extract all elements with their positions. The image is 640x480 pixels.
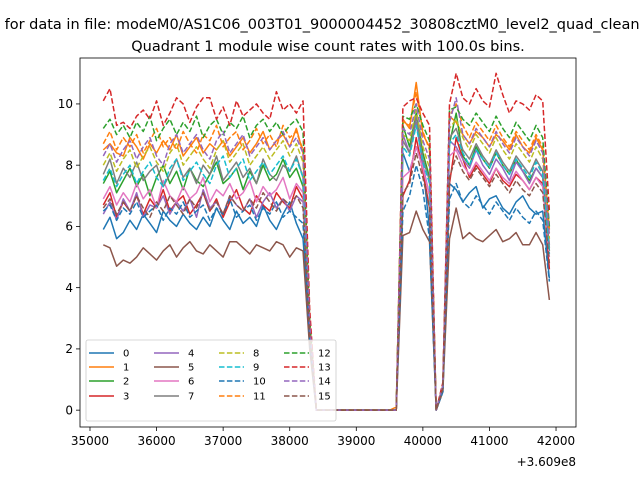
legend-label-0: 0 — [123, 349, 129, 360]
x-offset-label: +3.609e8 — [517, 455, 576, 469]
y-axis: 0 2 4 6 8 10 — [58, 97, 80, 417]
legend-label-6: 6 — [188, 377, 194, 388]
legend-label-15: 15 — [318, 392, 331, 403]
x-tick-label-1: 36000 — [137, 434, 175, 448]
plot-frame — [79, 57, 577, 428]
figure-suptitle: Plot for data in file: modeM0/AS1C06_003… — [0, 17, 640, 33]
legend-box — [85, 339, 337, 422]
legend-label-9: 9 — [253, 363, 259, 374]
y-tick-label-0: 0 — [65, 403, 73, 417]
legend-label-8: 8 — [253, 349, 259, 360]
legend-label-2: 2 — [123, 377, 129, 388]
legend-label-3: 3 — [123, 392, 129, 403]
legend-label-14: 14 — [318, 377, 331, 388]
legend-label-1: 1 — [123, 363, 129, 374]
legend-label-12: 12 — [318, 349, 331, 360]
x-tick-label-2: 37000 — [204, 434, 242, 448]
legend-label-4: 4 — [188, 349, 194, 360]
legend-label-11: 11 — [253, 392, 266, 403]
x-tick-label-3: 38000 — [271, 434, 309, 448]
y-tick-label-4: 8 — [65, 158, 73, 172]
plot-title: Quadrant 1 module wise count rates with … — [131, 39, 525, 55]
x-tick-label-5: 40000 — [404, 434, 442, 448]
x-tick-label-6: 41000 — [470, 434, 508, 448]
series-line-14 — [102, 97, 551, 411]
legend-label-7: 7 — [188, 392, 194, 403]
x-axis: 35000 36000 37000 38000 39000 40000 41000 42000 — [71, 427, 575, 448]
x-tick-label-7: 42000 — [537, 434, 575, 448]
x-tick-label-0: 35000 — [71, 434, 109, 448]
y-tick-label-5: 10 — [58, 97, 73, 111]
legend-label-5: 5 — [188, 363, 194, 374]
x-tick-label-4: 39000 — [337, 434, 375, 448]
y-tick-label-1: 2 — [65, 342, 73, 356]
legend-label-10: 10 — [253, 377, 266, 388]
series-line-10 — [102, 164, 551, 411]
y-tick-label-3: 6 — [65, 220, 73, 234]
legend-label-13: 13 — [318, 363, 331, 374]
y-tick-label-2: 4 — [65, 281, 73, 295]
